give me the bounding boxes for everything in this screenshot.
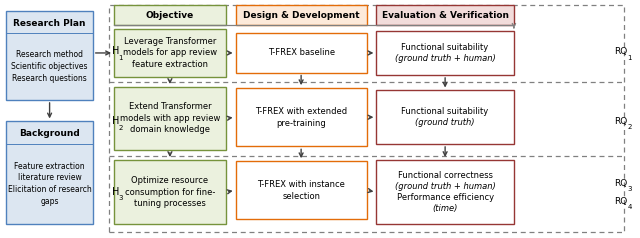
Text: H: H	[111, 187, 119, 197]
Text: domain knowledge: domain knowledge	[130, 125, 210, 134]
Bar	[114, 5, 226, 25]
Text: Evaluation & Verification: Evaluation & Verification	[381, 11, 509, 20]
Text: T-FREX with instance
selection: T-FREX with instance selection	[257, 180, 345, 201]
Text: 4: 4	[627, 204, 632, 210]
Text: 2: 2	[627, 124, 632, 130]
Text: 1: 1	[627, 55, 632, 61]
Text: (time): (time)	[433, 204, 458, 213]
Bar	[236, 88, 367, 146]
Text: Functional suitability: Functional suitability	[401, 43, 489, 52]
Text: RQ: RQ	[614, 179, 628, 188]
Bar	[376, 90, 514, 144]
Bar	[236, 161, 367, 219]
Text: Optimize resource: Optimize resource	[131, 176, 209, 185]
Bar	[114, 29, 226, 77]
Bar	[109, 5, 624, 232]
Bar	[376, 31, 514, 75]
Text: Research method
Scientific objectives
Research questions: Research method Scientific objectives Re…	[12, 50, 88, 83]
Text: consumption for fine-: consumption for fine-	[125, 188, 215, 197]
Text: Leverage Transformer: Leverage Transformer	[124, 37, 216, 46]
Text: Extend Transformer: Extend Transformer	[129, 103, 211, 111]
Text: H: H	[111, 116, 119, 126]
Text: models for app review: models for app review	[123, 49, 217, 57]
Text: (ground truth): (ground truth)	[415, 118, 475, 127]
Text: 3: 3	[118, 195, 124, 201]
Bar	[114, 87, 226, 150]
Bar	[376, 160, 514, 224]
Text: RQ: RQ	[614, 197, 628, 206]
Text: Functional correctness: Functional correctness	[397, 171, 493, 180]
Text: 1: 1	[118, 55, 124, 61]
Bar	[376, 5, 514, 25]
Text: (ground truth + human): (ground truth + human)	[395, 182, 495, 191]
Bar	[236, 5, 367, 25]
Text: Performance efficiency: Performance efficiency	[397, 193, 493, 202]
Text: Background: Background	[19, 129, 80, 138]
Text: feature extraction: feature extraction	[132, 60, 208, 69]
Text: RQ: RQ	[614, 47, 628, 56]
Text: Design & Development: Design & Development	[243, 11, 360, 20]
Text: models with app review: models with app review	[120, 114, 220, 123]
Text: T-FREX baseline: T-FREX baseline	[268, 49, 335, 57]
Bar	[114, 160, 226, 224]
Text: Functional suitability: Functional suitability	[401, 107, 489, 116]
Text: tuning processes: tuning processes	[134, 199, 206, 208]
Text: (ground truth + human): (ground truth + human)	[395, 54, 495, 63]
Bar	[6, 121, 93, 224]
Bar	[236, 33, 367, 73]
Text: T-FREX with extended
pre-training: T-FREX with extended pre-training	[255, 107, 347, 128]
Text: H: H	[111, 46, 119, 56]
Text: 3: 3	[627, 186, 632, 192]
Text: Research Plan: Research Plan	[13, 19, 86, 28]
Text: 2: 2	[119, 125, 123, 131]
Text: Objective: Objective	[146, 11, 194, 20]
Bar	[6, 11, 93, 100]
Text: RQ: RQ	[614, 117, 628, 126]
Text: Feature extraction
literature review
Elicitation of research
gaps: Feature extraction literature review Eli…	[8, 162, 92, 206]
